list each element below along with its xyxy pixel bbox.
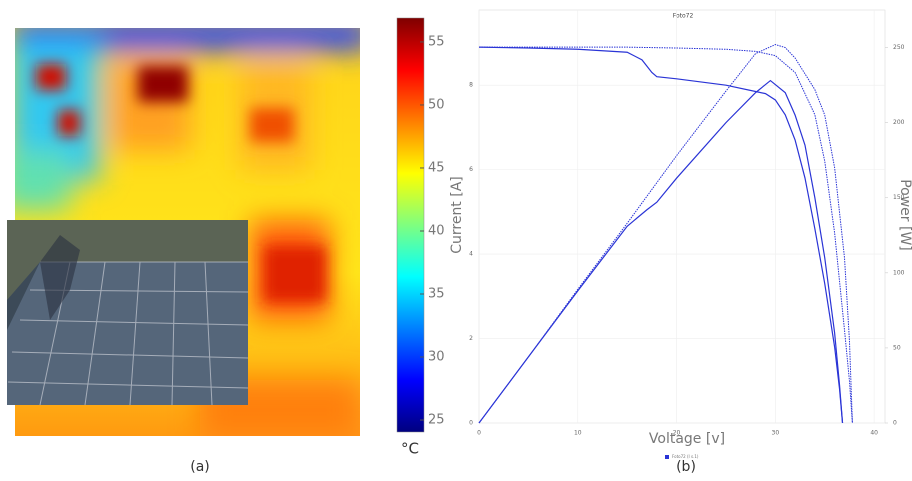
- series-line: [479, 45, 852, 423]
- x-axis-label: Voltage [v]: [649, 431, 725, 447]
- y2-tick-label: 100: [893, 269, 905, 276]
- y-tick-label: 0: [469, 420, 473, 427]
- colorbar-tick-label: 40: [428, 223, 445, 238]
- y-axis-label: Current [A]: [449, 176, 465, 254]
- figure: (a) °C (b) Foto72 Voltage [v] Current [A…: [0, 0, 912, 477]
- y-tick-label: 6: [469, 166, 473, 173]
- colorbar-tick-label: 50: [428, 97, 445, 112]
- colorbar-tick-label: 45: [428, 160, 445, 175]
- plot-area: [479, 10, 885, 423]
- chart-title: Foto72: [673, 13, 694, 20]
- legend-label: Foto72 (I s.1): [672, 454, 699, 459]
- x-tick-label: 20: [673, 430, 681, 437]
- x-tick-label: 10: [574, 430, 582, 437]
- series-line: [479, 47, 843, 423]
- y2-tick-label: 0: [893, 420, 897, 427]
- colorbar-tick-label: 55: [428, 34, 445, 49]
- photo-inset: [7, 220, 248, 405]
- y-tick-label: 2: [469, 335, 473, 342]
- y-tick-label: 8: [469, 82, 473, 89]
- colorbar-tick-label: 35: [428, 287, 445, 302]
- colorbar: [397, 18, 424, 432]
- series-line: [479, 81, 843, 423]
- y-tick-label: 4: [469, 251, 473, 258]
- y2-axis-label: Power [W]: [897, 179, 912, 251]
- y2-tick-label: 250: [893, 44, 905, 51]
- y2-tick-label: 50: [893, 344, 901, 351]
- x-tick-label: 30: [772, 430, 780, 437]
- colorbar-unit: °C: [401, 440, 419, 458]
- y2-tick-label: 200: [893, 119, 905, 126]
- panel-label: (a): [190, 459, 210, 475]
- x-tick-label: 0: [477, 430, 481, 437]
- colorbar-tick-label: 25: [428, 413, 445, 428]
- x-tick-label: 40: [870, 430, 878, 437]
- series-line: [479, 47, 852, 423]
- colorbar-tick-label: 30: [428, 350, 445, 365]
- panel-label: (b): [676, 459, 696, 475]
- y2-tick-label: 150: [893, 194, 905, 201]
- legend-swatch: [665, 455, 669, 459]
